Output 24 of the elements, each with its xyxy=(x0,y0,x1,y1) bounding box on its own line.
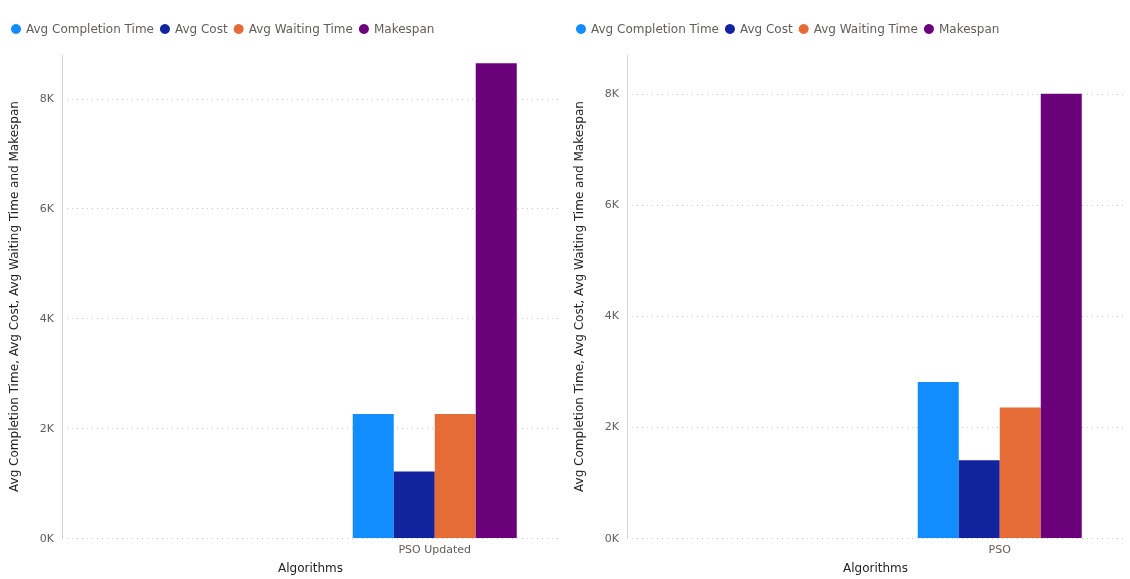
y-tick-label: 6K xyxy=(39,202,55,216)
y-tick-label: 2K xyxy=(39,421,55,435)
y-axis-title: Avg Completion Time, Avg Cost, Avg Waiting Time and Makespan xyxy=(572,101,586,492)
legend-label: Avg Cost xyxy=(174,22,228,36)
legend-label: Avg Waiting Time xyxy=(813,22,918,36)
y-tick-label: 0K xyxy=(604,531,620,545)
y-tick-label: 4K xyxy=(39,311,55,325)
y-tick-label: 0K xyxy=(39,531,55,545)
y-tick-label: 2K xyxy=(604,420,620,434)
x-tick-label: PSO Updated xyxy=(398,543,472,556)
y-tick-label: 8K xyxy=(604,87,620,101)
x-axis-title: Algorithms xyxy=(842,561,909,575)
legend-label: Makespan xyxy=(938,22,1000,36)
legend-label: Makespan xyxy=(373,22,435,36)
x-tick-label: PSO xyxy=(988,543,1012,556)
legend-label: Avg Completion Time xyxy=(591,22,719,36)
legend-label: Avg Cost xyxy=(739,22,793,36)
y-tick-label: 8K xyxy=(39,92,55,106)
y-tick-label: 4K xyxy=(604,309,620,323)
x-axis-title: Algorithms xyxy=(277,561,344,575)
y-axis-title: Avg Completion Time, Avg Cost, Avg Waiting Time and Makespan xyxy=(7,101,21,492)
legend-label: Avg Waiting Time xyxy=(248,22,353,36)
y-tick-label: 6K xyxy=(604,198,620,212)
legend-label: Avg Completion Time xyxy=(26,22,154,36)
